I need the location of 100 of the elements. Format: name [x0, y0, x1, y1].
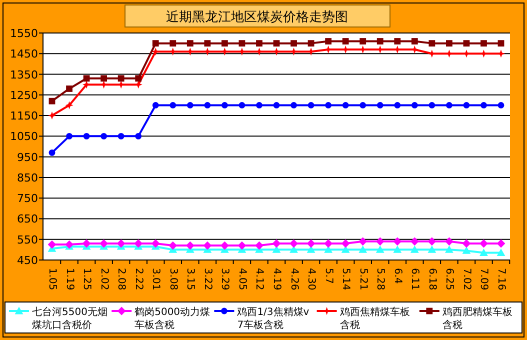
- legend-label: 鸡西肥精煤车板含税: [441, 306, 512, 331]
- point: [255, 241, 264, 250]
- x-tick-label: 2.02: [98, 268, 110, 290]
- point: [83, 75, 90, 82]
- legend-label: 鸡西焦精煤车板含税: [338, 306, 410, 331]
- x-tick-label: 3.29: [219, 268, 230, 290]
- point: [444, 245, 454, 253]
- y-tick-label: 550: [17, 233, 38, 246]
- point: [82, 239, 91, 248]
- point: [496, 248, 506, 256]
- point: [152, 102, 159, 108]
- point: [393, 237, 402, 246]
- point: [256, 40, 262, 47]
- point: [306, 239, 316, 248]
- y-tick-label: 1350: [10, 68, 38, 82]
- x-tick-label: 5.7: [322, 268, 334, 284]
- x-tick-label: 5.14: [340, 268, 352, 290]
- point: [463, 102, 470, 108]
- point: [273, 102, 280, 108]
- x-tick-label: 2.22: [132, 268, 144, 290]
- x-tick-label: 6.4: [392, 268, 403, 284]
- y-tick-label: 750: [17, 192, 38, 206]
- point: [135, 132, 142, 140]
- x-tick-label: 4.30: [306, 268, 317, 290]
- point: [170, 102, 176, 108]
- x-tick-label: 3.15: [184, 268, 196, 290]
- x-tick-label: 3.22: [202, 268, 213, 290]
- point: [221, 102, 228, 108]
- x-tick-label: 6.11: [409, 268, 420, 290]
- point: [358, 237, 368, 246]
- point: [360, 102, 366, 108]
- point: [290, 40, 297, 47]
- x-tick-label: 4.12: [254, 268, 265, 290]
- y-tick-label: 1550: [10, 27, 38, 40]
- point: [290, 239, 298, 248]
- point: [410, 237, 419, 246]
- point: [394, 38, 401, 44]
- point: [256, 102, 262, 108]
- x-tick-label: 2.08: [116, 268, 127, 290]
- point: [66, 86, 72, 92]
- point: [83, 132, 90, 140]
- point: [238, 241, 246, 250]
- point: [358, 245, 368, 253]
- x-tick-label: 4.19: [271, 268, 282, 290]
- point: [342, 38, 349, 44]
- point: [463, 40, 470, 47]
- point: [152, 40, 159, 47]
- x-tick-label: 5.21: [357, 268, 368, 290]
- y-tick-label: 850: [17, 171, 38, 184]
- point: [376, 245, 384, 253]
- point: [411, 38, 418, 44]
- chart-title: 近期黑龙江地区煤炭价格走势图: [166, 10, 348, 25]
- point: [480, 248, 488, 256]
- point: [462, 239, 471, 248]
- x-tick-label: 6.18: [426, 268, 438, 290]
- x-tick-label: 1.25: [81, 268, 92, 290]
- y-tick-label: 1450: [10, 48, 38, 61]
- point: [308, 102, 314, 108]
- point: [462, 246, 471, 254]
- point: [410, 245, 419, 253]
- point: [480, 102, 487, 108]
- point: [238, 40, 246, 47]
- point: [341, 239, 350, 248]
- point: [325, 38, 332, 44]
- point: [290, 102, 297, 108]
- x-tick-label: 3.01: [150, 268, 162, 290]
- point: [376, 102, 384, 108]
- point: [135, 75, 142, 82]
- x-tick-label: 1.19: [64, 268, 75, 290]
- x-tick-label: 5.28: [374, 268, 386, 290]
- point: [204, 102, 211, 108]
- legend-label: 鹤岗5000动力煤车板含税: [134, 306, 210, 331]
- x-tick-label: 7.02: [460, 268, 472, 290]
- point: [238, 102, 246, 108]
- point: [480, 40, 487, 47]
- x-tick-label: 7.09: [478, 268, 490, 290]
- x-tick-label: 7.16: [496, 268, 506, 290]
- y-tick-label: 450: [17, 254, 38, 267]
- point: [411, 102, 418, 108]
- x-tick-label: 4.05: [236, 268, 248, 290]
- x-tick-label: 4.26: [288, 268, 300, 290]
- point: [428, 40, 436, 47]
- point: [428, 237, 436, 246]
- point: [342, 102, 349, 108]
- point: [376, 237, 384, 246]
- point: [428, 102, 436, 108]
- point: [48, 149, 56, 156]
- point: [186, 102, 194, 108]
- point: [498, 102, 504, 108]
- point: [376, 38, 384, 44]
- y-tick-label: 1050: [10, 130, 38, 144]
- point: [360, 38, 366, 44]
- point: [446, 102, 452, 108]
- point: [48, 240, 56, 249]
- point: [498, 40, 504, 47]
- point: [325, 102, 332, 108]
- point: [66, 132, 72, 140]
- point: [48, 112, 56, 120]
- point: [308, 40, 314, 47]
- x-tick-label: 1.05: [46, 268, 58, 290]
